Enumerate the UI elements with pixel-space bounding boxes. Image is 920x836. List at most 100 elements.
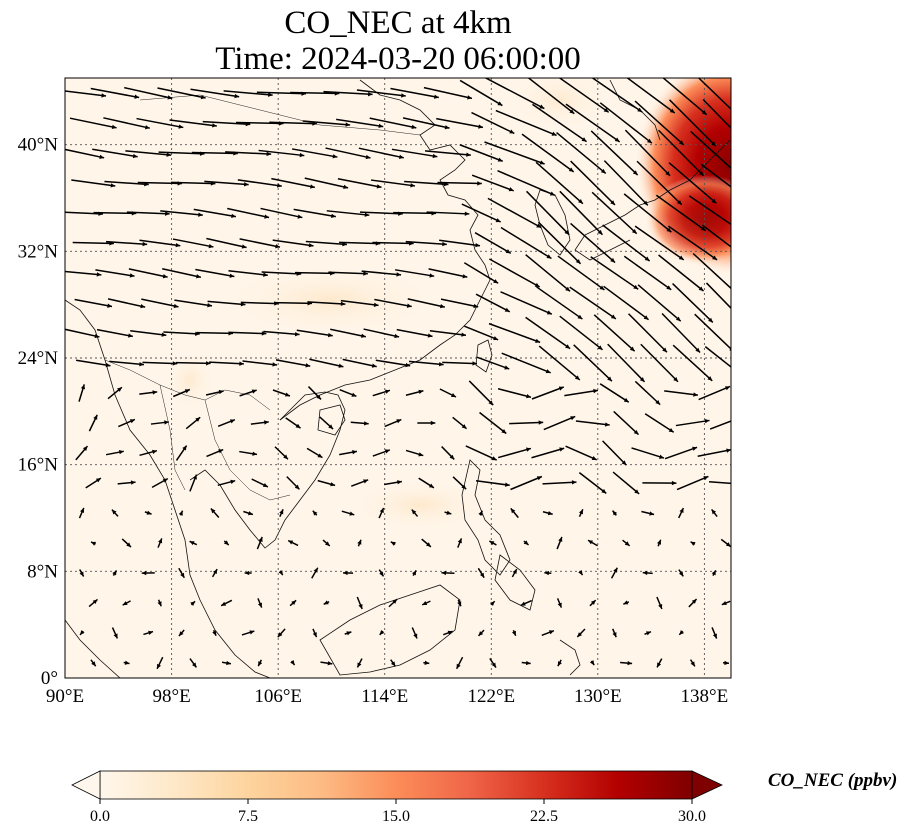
colorbar-extend-min: [71, 770, 101, 800]
wind-arrow: [128, 268, 168, 278]
wind-arrow-head: [523, 540, 529, 545]
map-title: CO_NEC at 4km: [284, 5, 512, 41]
wind-arrow-head: [361, 333, 366, 338]
wind-arrow-head: [525, 660, 531, 666]
wind-arrow-head: [91, 661, 96, 667]
wind-arrow-head: [396, 272, 402, 277]
wind-arrow: [471, 111, 515, 135]
wind-arrow: [169, 119, 217, 127]
wind-arrow-head: [244, 570, 250, 576]
wind-arrow-head: [472, 361, 477, 366]
wind-arrow-head: [212, 123, 217, 128]
wind-arrow: [105, 240, 148, 246]
wind-arrow-head: [456, 663, 461, 669]
wind-arrow-head: [99, 154, 105, 159]
wind-arrow-head: [734, 226, 739, 230]
wind-arrow-head: [634, 489, 640, 494]
wind-arrow-head: [343, 570, 348, 576]
wind-arrow-head: [263, 272, 268, 277]
wind-arrow: [229, 331, 267, 335]
wind-arrow-head: [283, 454, 288, 460]
wind-arrow: [440, 298, 479, 308]
wind-arrow-head: [218, 449, 224, 454]
wind-arrow-head: [401, 93, 406, 98]
wind-arrow: [328, 271, 368, 275]
wind-arrow: [339, 241, 381, 245]
wind-arrow: [337, 177, 382, 189]
wind-arrow-head: [679, 508, 684, 514]
wind-arrow: [174, 299, 213, 307]
wind-arrow-head: [711, 198, 717, 204]
wind-arrow: [172, 238, 214, 248]
wind-arrow-head: [365, 154, 371, 160]
wind-arrow-head: [200, 94, 206, 100]
wind-arrow-head: [118, 450, 124, 455]
wind-arrow: [570, 222, 616, 264]
wind-arrow: [439, 239, 481, 247]
wind-arrow-head: [166, 152, 172, 157]
lon-tick-label: 114°E: [361, 686, 408, 707]
wind-arrow-head: [451, 393, 457, 398]
wind-arrow-head: [733, 170, 738, 175]
wind-arrow-head: [712, 255, 718, 260]
wind-arrow-head: [461, 484, 467, 490]
wind-arrow: [497, 387, 532, 399]
wind-arrow-head: [668, 427, 674, 433]
wind-arrow: [613, 410, 640, 436]
wind-arrow-head: [478, 631, 484, 636]
wind-arrow-head: [208, 243, 214, 249]
wind-arrow: [488, 322, 541, 344]
wind-arrow: [402, 117, 450, 129]
wind-arrow-head: [351, 392, 357, 397]
wind-arrow-head: [557, 602, 562, 608]
wind-arrow-head: [612, 510, 618, 516]
wind-arrow: [358, 147, 405, 159]
wind-arrow-head: [234, 93, 240, 99]
wind-arrow-head: [261, 331, 267, 336]
wind-arrow: [375, 359, 411, 367]
wind-arrow-head: [629, 346, 635, 352]
wind-arrow-head: [427, 333, 433, 338]
wind-arrow: [500, 291, 553, 315]
wind-arrow: [487, 197, 542, 229]
wind-arrow: [603, 160, 649, 206]
wind-arrow-head: [210, 508, 216, 514]
map-frame: [64, 77, 732, 679]
wind-arrow: [527, 78, 575, 115]
wind-arrow-head: [189, 541, 195, 546]
wind-arrow: [536, 286, 583, 320]
wind-arrow-head: [578, 199, 583, 204]
wind-arrow: [71, 179, 116, 187]
philippines: [461, 459, 511, 576]
wind-arrow-head: [612, 632, 617, 638]
wind-arrow-head: [162, 274, 168, 279]
wind-arrow-head: [477, 181, 482, 186]
wind-arrow-head: [247, 511, 253, 516]
wind-arrow-head: [93, 414, 98, 420]
wind-arrow: [628, 313, 668, 353]
wind-arrow-head: [647, 138, 652, 144]
wind-arrow: [429, 330, 467, 336]
wind-arrow-head: [678, 140, 684, 145]
wind-arrow-head: [508, 187, 514, 192]
wind-arrow-head: [642, 570, 648, 576]
wind-arrow: [637, 284, 682, 322]
wind-arrow-head: [614, 137, 620, 142]
wind-arrow-head: [126, 542, 131, 548]
wind-arrow-head: [679, 630, 685, 635]
wind-arrow: [390, 87, 439, 99]
wind-arrow: [464, 325, 499, 341]
wind-arrow: [302, 120, 351, 126]
wind-arrow: [225, 151, 272, 155]
wind-arrow: [125, 150, 172, 156]
wind-arrow: [223, 90, 273, 96]
wind-arrow: [404, 180, 449, 186]
wind-arrow-head: [703, 476, 709, 481]
wind-arrow-head: [510, 508, 516, 514]
wind-arrow-head: [412, 570, 417, 576]
wind-arrow-head: [447, 630, 453, 635]
wind-arrow-head: [426, 542, 431, 547]
wind-arrow-head: [212, 569, 218, 575]
wind-arrow: [239, 238, 281, 248]
